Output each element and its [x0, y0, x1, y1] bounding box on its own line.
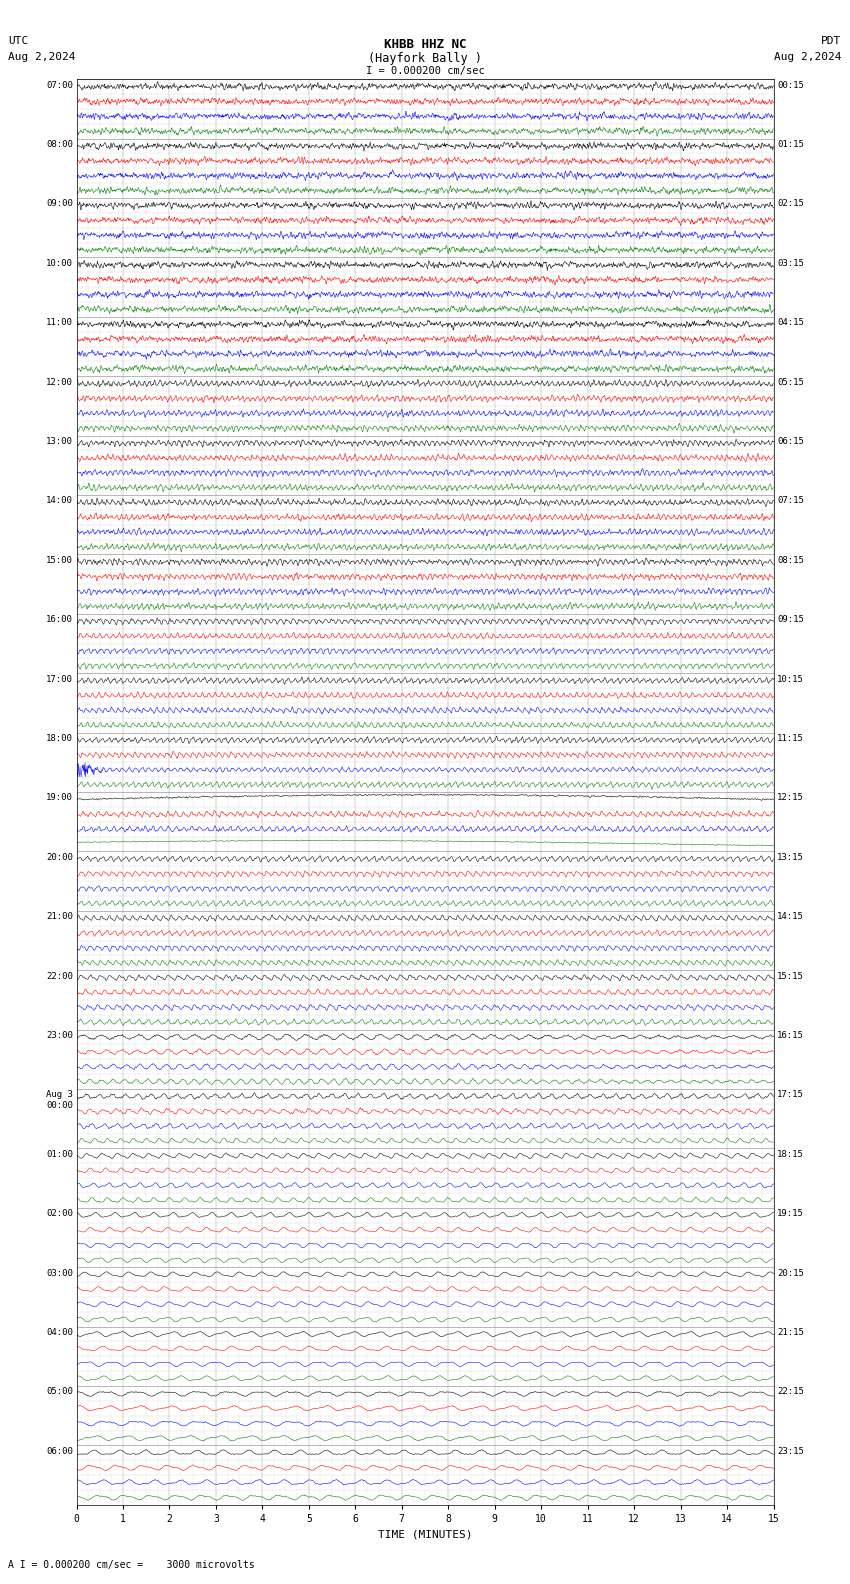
- Text: 03:00: 03:00: [46, 1269, 73, 1278]
- Text: 03:15: 03:15: [777, 258, 804, 268]
- Text: 01:15: 01:15: [777, 139, 804, 149]
- Text: 21:00: 21:00: [46, 912, 73, 922]
- Text: 16:15: 16:15: [777, 1031, 804, 1041]
- Text: 17:00: 17:00: [46, 675, 73, 684]
- Text: 02:15: 02:15: [777, 200, 804, 209]
- Text: Aug 2,2024: Aug 2,2024: [774, 52, 842, 62]
- Text: 23:15: 23:15: [777, 1446, 804, 1456]
- X-axis label: TIME (MINUTES): TIME (MINUTES): [377, 1530, 473, 1540]
- Text: 12:00: 12:00: [46, 377, 73, 386]
- Text: 05:00: 05:00: [46, 1388, 73, 1397]
- Text: PDT: PDT: [821, 36, 842, 46]
- Text: 18:15: 18:15: [777, 1150, 804, 1159]
- Text: Aug 3
00:00: Aug 3 00:00: [46, 1090, 73, 1110]
- Text: 14:00: 14:00: [46, 496, 73, 505]
- Text: 13:15: 13:15: [777, 852, 804, 862]
- Text: 09:00: 09:00: [46, 200, 73, 209]
- Text: 00:15: 00:15: [777, 81, 804, 90]
- Text: 18:00: 18:00: [46, 733, 73, 743]
- Text: I = 0.000200 cm/sec: I = 0.000200 cm/sec: [366, 67, 484, 76]
- Text: (Hayfork Bally ): (Hayfork Bally ): [368, 52, 482, 65]
- Text: 05:15: 05:15: [777, 377, 804, 386]
- Text: 07:00: 07:00: [46, 81, 73, 90]
- Text: 14:15: 14:15: [777, 912, 804, 922]
- Text: 09:15: 09:15: [777, 615, 804, 624]
- Text: 15:00: 15:00: [46, 556, 73, 565]
- Text: UTC: UTC: [8, 36, 29, 46]
- Text: A I = 0.000200 cm/sec =    3000 microvolts: A I = 0.000200 cm/sec = 3000 microvolts: [8, 1560, 255, 1570]
- Text: 08:15: 08:15: [777, 556, 804, 565]
- Text: 16:00: 16:00: [46, 615, 73, 624]
- Text: KHBB HHZ NC: KHBB HHZ NC: [383, 38, 467, 51]
- Text: 08:00: 08:00: [46, 139, 73, 149]
- Text: 13:00: 13:00: [46, 437, 73, 447]
- Text: Aug 2,2024: Aug 2,2024: [8, 52, 76, 62]
- Text: 23:00: 23:00: [46, 1031, 73, 1041]
- Text: 04:15: 04:15: [777, 318, 804, 328]
- Text: 11:00: 11:00: [46, 318, 73, 328]
- Text: 19:00: 19:00: [46, 794, 73, 803]
- Text: 17:15: 17:15: [777, 1090, 804, 1099]
- Text: 06:00: 06:00: [46, 1446, 73, 1456]
- Text: 20:15: 20:15: [777, 1269, 804, 1278]
- Text: 02:00: 02:00: [46, 1209, 73, 1218]
- Text: 01:00: 01:00: [46, 1150, 73, 1159]
- Text: 07:15: 07:15: [777, 496, 804, 505]
- Text: 11:15: 11:15: [777, 733, 804, 743]
- Text: 10:00: 10:00: [46, 258, 73, 268]
- Text: 20:00: 20:00: [46, 852, 73, 862]
- Text: 22:15: 22:15: [777, 1388, 804, 1397]
- Text: 12:15: 12:15: [777, 794, 804, 803]
- Text: 10:15: 10:15: [777, 675, 804, 684]
- Text: 21:15: 21:15: [777, 1327, 804, 1337]
- Text: 15:15: 15:15: [777, 971, 804, 980]
- Text: 19:15: 19:15: [777, 1209, 804, 1218]
- Text: 22:00: 22:00: [46, 971, 73, 980]
- Text: 06:15: 06:15: [777, 437, 804, 447]
- Text: 04:00: 04:00: [46, 1327, 73, 1337]
